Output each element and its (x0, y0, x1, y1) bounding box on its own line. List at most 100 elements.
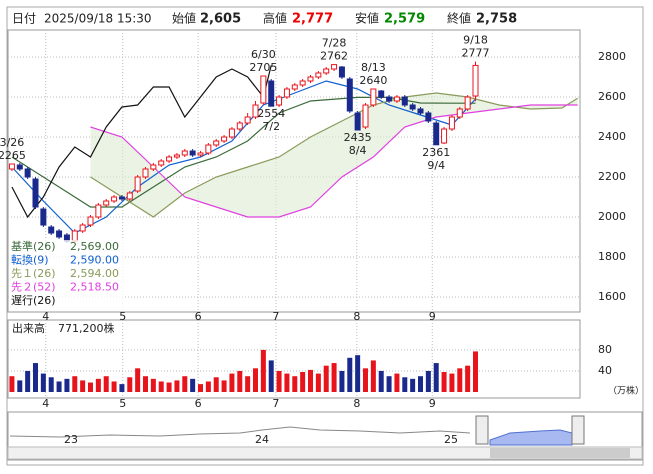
x-tick-label: 6 (195, 310, 202, 323)
candle-body (103, 200, 110, 206)
high: 2,777 (292, 12, 333, 27)
volume-bar (323, 365, 329, 392)
x-tick-label: 9 (429, 310, 436, 323)
volume-bar (473, 351, 478, 392)
indicator-line (90, 92, 578, 218)
volume-bar (245, 376, 251, 392)
candle-body (331, 64, 338, 70)
candle-body (299, 80, 306, 86)
legend-name: 遅行(26) (11, 294, 56, 307)
candle-body (315, 72, 322, 78)
annotation-price: 2762 (320, 50, 348, 63)
indicator-line (90, 104, 578, 218)
candle-body (228, 128, 235, 138)
y-tick-label: 2800 (598, 50, 626, 63)
volume-bar (402, 377, 408, 392)
volume-bar (449, 373, 455, 392)
candle-body (338, 66, 345, 78)
volume-bar (56, 381, 62, 392)
navigator-label: 23 (64, 433, 78, 446)
x-tick-label: 6 (195, 397, 202, 410)
legend-name: 先１(26) (11, 267, 56, 280)
volume-bar (205, 381, 211, 392)
candle-body (87, 216, 94, 226)
candle-body (346, 78, 353, 112)
candle-body (464, 96, 471, 110)
volume-bar (418, 376, 423, 392)
candle-body (433, 122, 440, 146)
volume-bar (143, 376, 148, 392)
volume-bar (166, 382, 172, 392)
annotation-price: 2265 (0, 149, 26, 162)
x-tick-label: 4 (42, 310, 49, 323)
volume-bar (229, 373, 235, 392)
navigator-handle[interactable] (571, 415, 585, 445)
candle-body (181, 150, 188, 156)
volume-bar (158, 381, 164, 392)
navigator-label: 24 (255, 433, 269, 446)
datetime: 2025/09/18 15:30 (44, 12, 152, 26)
volume-bar (150, 378, 156, 392)
annotation-date: 8/4 (349, 144, 367, 157)
volume-bar (441, 372, 447, 392)
volume-bar (127, 377, 133, 392)
y-tick-label: 80 (598, 343, 612, 356)
volume-bar (237, 370, 243, 392)
legend-name: 基準(26) (11, 239, 56, 253)
candle-body (472, 64, 479, 97)
scroll-thumb[interactable] (490, 448, 630, 458)
x-tick-label: 7 (272, 397, 279, 410)
candle-body (166, 156, 173, 162)
label: 日付 (12, 12, 36, 26)
navigator-handle[interactable] (475, 415, 489, 445)
volume-bar (284, 373, 290, 392)
candle-body (189, 150, 196, 156)
legend-value: 2,594.00 (70, 267, 119, 280)
candle-body (448, 116, 455, 130)
volume-bar (48, 377, 54, 392)
y-tick-label: 2200 (598, 170, 626, 183)
volume-bar (135, 368, 141, 392)
y-tick-label: 1600 (598, 290, 626, 303)
annotation-price: 2640 (359, 74, 387, 87)
volume-bar (9, 376, 15, 392)
volume-bar (213, 377, 219, 392)
x-tick-label: 4 (42, 397, 49, 410)
navigator-range (489, 429, 573, 446)
volume-bar (253, 368, 258, 392)
candle-body (393, 96, 400, 102)
legend-value: 2,590.00 (70, 254, 119, 267)
annotation-price: 2361 (422, 146, 450, 159)
volume-bar (119, 384, 125, 392)
x-tick-label: 8 (353, 310, 360, 323)
label: 終値 (447, 11, 471, 26)
candle-body (134, 176, 141, 192)
volume-bar (465, 365, 471, 392)
volume-bar (355, 355, 361, 392)
annotation-date: 9/4 (427, 159, 445, 172)
candle-body (307, 76, 314, 82)
volume-bar (25, 370, 31, 392)
volume-bar (457, 368, 463, 392)
volume-bar (33, 363, 38, 392)
annotation-price: 2705 (249, 61, 277, 74)
annotation-date: 9/18 (463, 34, 488, 47)
legend-name: 転換(9) (11, 254, 49, 267)
candle-body (40, 208, 47, 226)
candle-body (111, 196, 118, 202)
annotation-price: 2435 (344, 131, 372, 144)
candle-body (370, 88, 377, 106)
candle-body (221, 136, 228, 142)
candle-body (268, 80, 275, 107)
volume-panel (7, 319, 581, 399)
volume-bar (378, 370, 384, 392)
candle-body (56, 230, 63, 238)
volume-bar (339, 370, 345, 392)
volume-bar (103, 376, 109, 392)
volume-bar (111, 381, 117, 392)
volume-bar (347, 357, 353, 392)
cloud (90, 93, 578, 217)
scrollbar[interactable] (7, 446, 643, 460)
x-tick-label: 7 (272, 310, 279, 323)
